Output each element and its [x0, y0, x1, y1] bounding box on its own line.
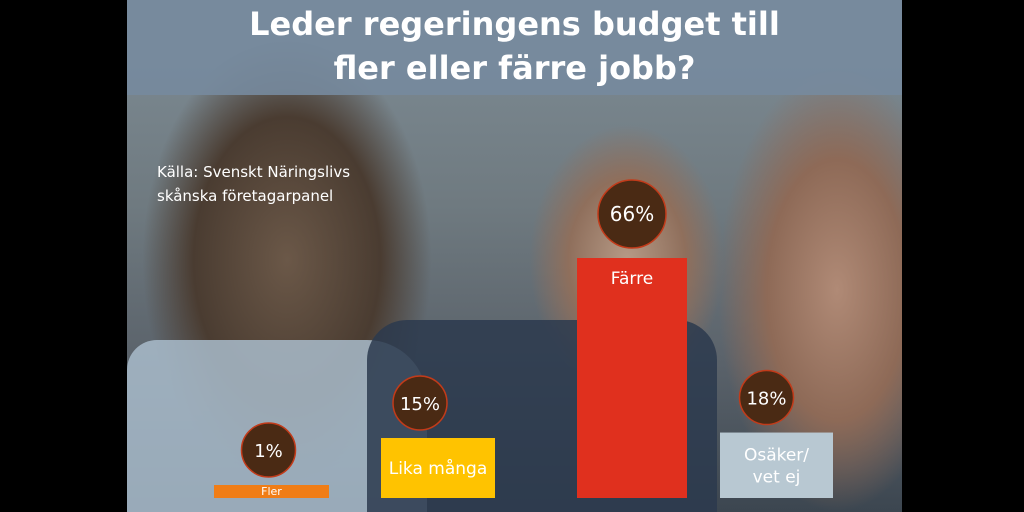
chart-title-line-2: fler eller färre jobb?: [333, 49, 696, 87]
category-label-1: Lika många: [389, 458, 488, 479]
value-badge-1: [392, 375, 448, 431]
chart-title-line-1: Leder regeringens budget till: [249, 5, 780, 43]
value-badge-0: [240, 422, 297, 478]
bar-1: [381, 438, 495, 498]
bar-3: [720, 432, 833, 498]
value-badge-2: [597, 179, 667, 249]
source-line-2: skånska företagarpanel: [157, 187, 334, 205]
value-label-3: 18%: [746, 389, 786, 410]
bar-0: [214, 485, 329, 498]
category-label-2: Färre: [611, 269, 653, 289]
title-band: [127, 0, 902, 95]
bar-chart: Fler 1% Lika många 15% Färre 66% Osäker/vet ej…: [214, 179, 833, 498]
value-badge-3: [738, 369, 795, 426]
category-label-3-line-0: Osäker/: [744, 445, 809, 465]
chart-frame: Leder regeringens budget till fler eller…: [127, 0, 902, 512]
source-line-1: Källa: Svenskt Näringslivs: [157, 163, 351, 181]
chart-title: Leder regeringens budget till fler eller…: [127, 2, 902, 90]
category-label-3-line-1: vet ej: [753, 467, 801, 487]
bar-2: [577, 258, 687, 498]
value-label-0: 1%: [254, 441, 283, 462]
value-label-1: 15%: [400, 394, 440, 415]
category-label-0: Fler: [261, 485, 282, 498]
source-note: Källa: Svenskt Näringslivs skånska föret…: [157, 160, 350, 208]
value-label-2: 66%: [610, 202, 654, 226]
